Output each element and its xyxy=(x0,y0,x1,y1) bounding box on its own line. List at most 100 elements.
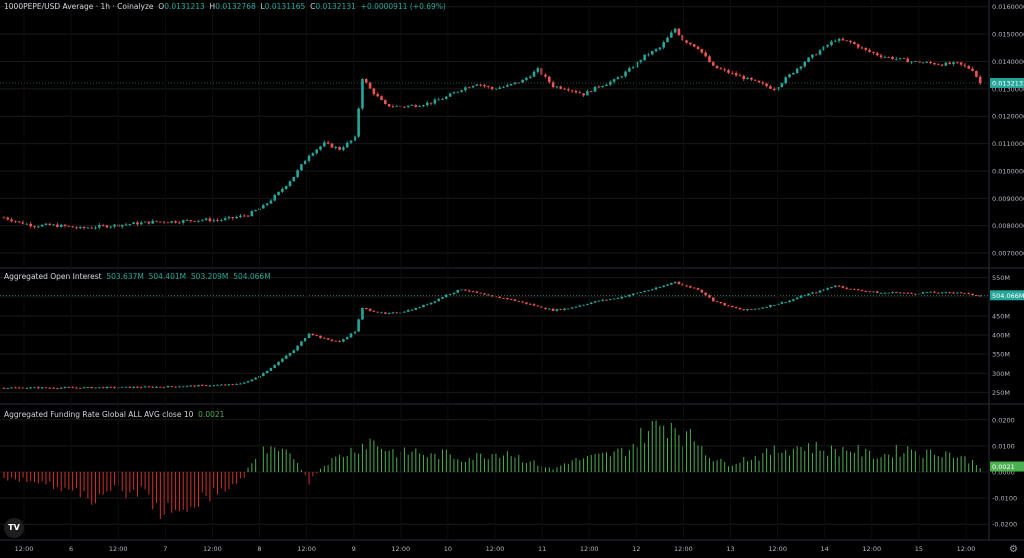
candle xyxy=(956,62,959,64)
candle xyxy=(704,52,707,57)
candle xyxy=(384,312,387,314)
candle xyxy=(864,47,868,50)
candle xyxy=(662,285,665,288)
candle xyxy=(628,68,631,72)
y-tick-label: 0.0080000 xyxy=(992,222,1024,230)
candle xyxy=(303,337,307,342)
candle xyxy=(559,309,563,310)
candle xyxy=(357,108,360,137)
candle xyxy=(841,38,845,41)
candle xyxy=(494,296,498,298)
y-tick-label: 0.0140000 xyxy=(992,58,1024,66)
symbol-title: 1000PEPE/USD Average · 1h · Coinalyze xyxy=(4,2,154,11)
candle xyxy=(67,387,71,389)
candle xyxy=(349,140,353,143)
candle xyxy=(311,333,315,336)
candle xyxy=(132,222,135,225)
candle xyxy=(246,381,250,383)
candle xyxy=(178,222,181,224)
candle xyxy=(136,386,139,388)
candle xyxy=(753,79,757,81)
candle xyxy=(78,227,82,229)
candle xyxy=(120,386,124,388)
candle xyxy=(582,304,585,306)
candle xyxy=(719,301,723,304)
candle xyxy=(692,287,696,289)
y-tick-label: 0.0100000 xyxy=(992,167,1024,175)
x-tick-label: 12 xyxy=(632,545,640,553)
candle xyxy=(223,384,227,386)
y-tick-label: 400M xyxy=(992,332,1010,340)
candle xyxy=(33,387,36,389)
candle xyxy=(25,388,29,389)
candle xyxy=(925,62,929,63)
oi-value-open: 503.637M xyxy=(106,272,144,281)
candle xyxy=(689,42,692,45)
candle xyxy=(319,335,322,338)
candle xyxy=(807,293,810,296)
candle xyxy=(48,387,52,389)
candle xyxy=(814,54,818,56)
y-tick-label: 0.0100 xyxy=(992,442,1015,450)
candle xyxy=(506,298,509,300)
candle xyxy=(849,288,852,290)
candle xyxy=(452,92,456,94)
x-tick-label: 8 xyxy=(257,545,261,553)
candle xyxy=(113,224,116,227)
candle xyxy=(311,153,315,156)
candle xyxy=(418,106,421,107)
candle xyxy=(75,387,78,389)
candle xyxy=(319,146,322,150)
candle xyxy=(330,339,334,341)
candle xyxy=(303,160,307,165)
candle xyxy=(559,86,563,89)
candle xyxy=(425,102,429,106)
candle xyxy=(364,79,368,83)
funding-title: Aggregated Funding Rate Global ALL AVG c… xyxy=(4,410,194,419)
open-label: O xyxy=(158,2,165,11)
candle xyxy=(281,358,284,362)
candle xyxy=(406,310,410,312)
candle xyxy=(639,292,643,293)
candle xyxy=(86,227,90,229)
candle xyxy=(853,42,856,45)
candle xyxy=(284,185,288,189)
candle xyxy=(483,293,486,295)
candle xyxy=(269,367,273,371)
candle xyxy=(589,302,593,305)
candle xyxy=(296,170,299,177)
candle xyxy=(860,290,864,292)
candle xyxy=(403,106,406,108)
high-label: H xyxy=(209,2,216,11)
candle xyxy=(704,292,707,296)
candle xyxy=(422,105,425,107)
candle xyxy=(418,307,421,308)
candle xyxy=(563,308,566,310)
candle xyxy=(14,221,17,223)
candle xyxy=(98,387,101,389)
tradingview-logo-icon[interactable]: TV xyxy=(4,518,24,538)
candle xyxy=(772,305,776,306)
close-value: 0.0132131 xyxy=(315,2,356,11)
candle xyxy=(326,142,330,144)
candle xyxy=(445,294,448,298)
last-value-badge xyxy=(990,461,1024,472)
candle xyxy=(250,379,254,382)
candle xyxy=(624,296,627,298)
candle xyxy=(372,310,376,312)
candle xyxy=(235,384,238,385)
candle xyxy=(727,70,730,73)
candle xyxy=(929,62,932,64)
candle xyxy=(673,281,677,283)
candle xyxy=(803,61,807,67)
candle xyxy=(620,76,624,78)
candle xyxy=(738,308,742,310)
candle xyxy=(929,291,932,293)
candle xyxy=(29,387,32,389)
y-tick-label: 0.0110000 xyxy=(992,140,1024,148)
candle xyxy=(837,38,841,41)
candle xyxy=(959,62,963,65)
candle xyxy=(742,75,746,80)
gear-icon[interactable]: ⚙ xyxy=(1009,544,1018,555)
